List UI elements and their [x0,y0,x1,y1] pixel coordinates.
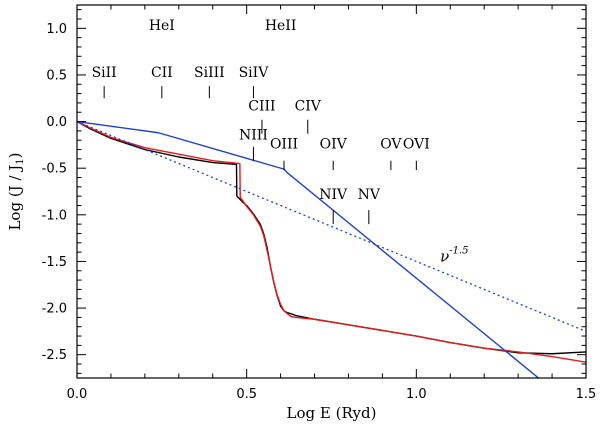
ticks-layer: 0.0 0.5 1.0 1.5 1.0 0.5 0.0 -0.5 -1.0 -1.5 -2.0 -2.… [42,5,597,402]
series-line-0 [77,120,586,355]
plot-frame [76,4,587,379]
ion-label: CIV [295,98,322,114]
power-law-label: ν-1.5 [440,245,468,265]
x-tick-label: 1.5 [576,387,597,402]
y-tick-label: -1.0 [42,208,67,223]
series-layer [77,120,586,378]
x-tick-label: 1.0 [406,387,427,402]
ion-label: CIII [248,98,275,114]
y-axis-title: Log (J / J1) [6,152,26,230]
y-tick-label: -2.0 [42,302,67,317]
series-line-3 [77,120,586,332]
ion-label: OV [380,137,402,153]
y-tick-label: -1.5 [42,255,67,270]
ion-label: HeII [265,18,297,34]
frame-layer [76,4,587,379]
ion-label: SiIII [194,65,225,81]
ion-label: OIV [320,137,348,153]
y-tick-label: 0.5 [46,68,67,83]
x-axis-title: Log E (Ryd) [287,404,377,422]
ion-label: NIV [319,187,348,203]
ion-label: SiII [92,65,117,81]
y-tick-label: -0.5 [42,162,67,177]
series-line-2 [77,120,539,378]
y-tick-label: 1.0 [46,22,67,37]
x-tick-label: 0.0 [67,387,88,402]
y-tick-label: 0.0 [46,115,67,130]
y-tick-label: -2.5 [42,348,67,363]
ion-label: OVI [403,137,430,153]
ion-label: CII [151,65,173,81]
series-line-1 [77,120,586,363]
ion-label: OIII [270,137,298,153]
ion-label: NIII [239,127,268,143]
x-tick-label: 0.5 [236,387,257,402]
ion-label: NV [358,187,381,203]
annotations: ν-1.5 [440,245,468,265]
ion-label: SiIV [239,65,270,81]
ion-label: HeI [149,18,175,34]
